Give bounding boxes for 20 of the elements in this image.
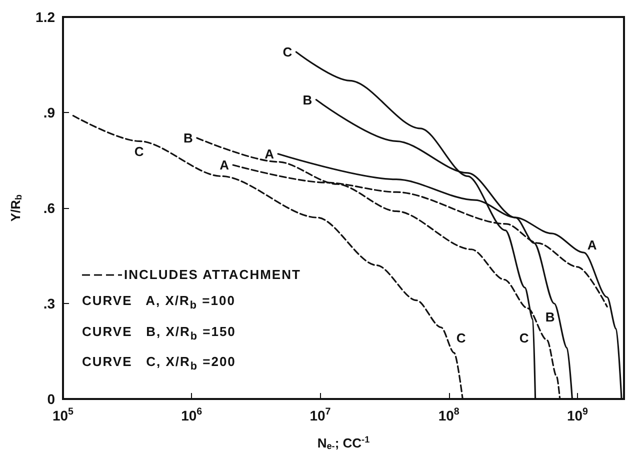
y-tick-label: 1.2	[36, 9, 56, 25]
annotation: B	[545, 310, 555, 324]
series-label: B	[302, 92, 312, 108]
series-label: A	[220, 158, 230, 173]
y-tick-label: 0	[47, 391, 56, 407]
annotation: CURVE C, X/R$_{b}$ =200	[82, 353, 236, 375]
annotation: C	[519, 330, 530, 346]
annotation: INCLUDES ATTACHMENT	[124, 266, 301, 284]
annotation: CURVE A, X/R$_{b}$ =100	[82, 292, 236, 314]
annotation: C	[456, 330, 466, 346]
annotation: CURVE B, X/R$_{b}$ =150	[82, 322, 236, 344]
y-axis-title: Y/Rb	[8, 194, 24, 222]
annotation: A	[587, 238, 598, 252]
series-label: C	[282, 44, 293, 60]
series-label: A	[264, 146, 275, 162]
series-label: C	[134, 144, 144, 160]
series-label: B	[184, 130, 193, 146]
y-tick-label: .3	[43, 296, 56, 312]
y-tick-label: .9	[43, 104, 56, 120]
y-tick-label: .6	[43, 200, 56, 216]
